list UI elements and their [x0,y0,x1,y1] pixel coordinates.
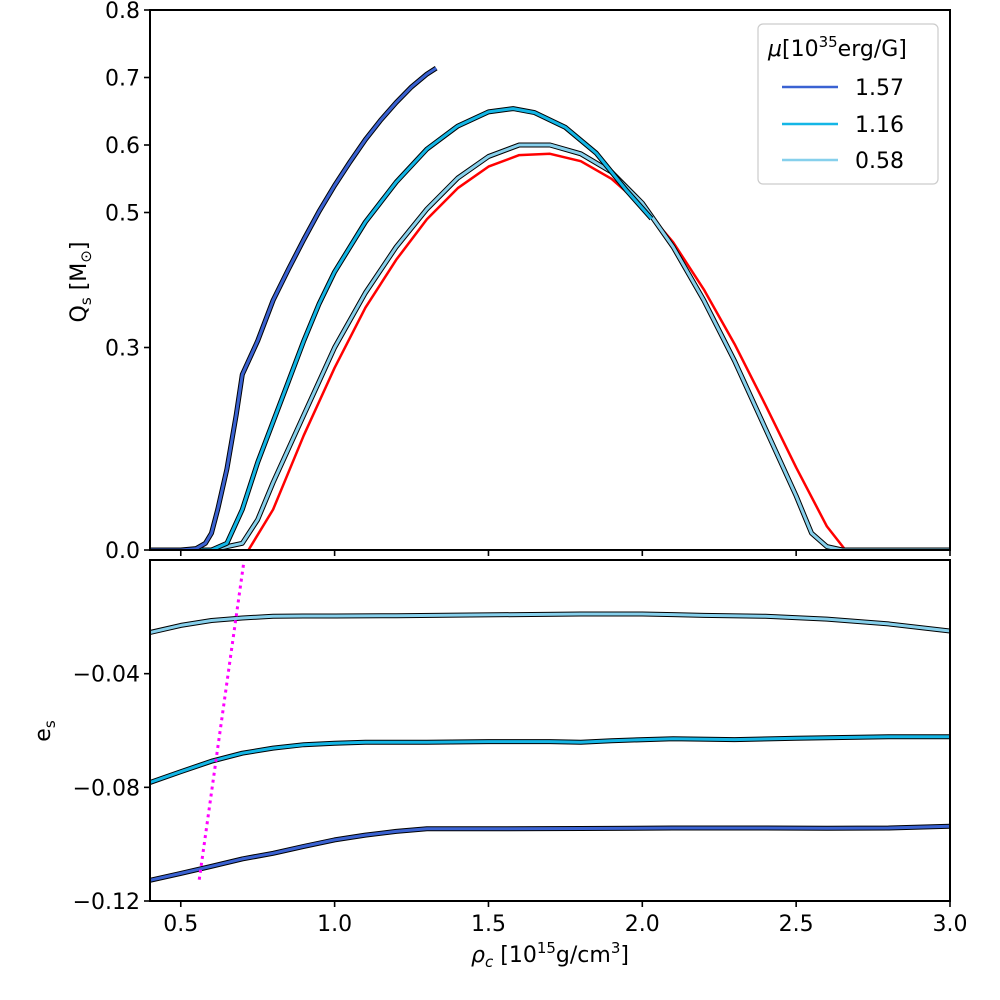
top-y-tick-label-4: 0.7 [105,67,140,92]
legend-title: μ[1035erg/G] [767,33,907,62]
top-series-line-1_57 [150,66,438,550]
bottom-y-axis-label: es [31,720,59,742]
legend-box [757,23,939,185]
bottom-y-tick-label-0: −0.12 [73,890,140,915]
bottom-x-ticks: 0.5 1.0 1.5 2.0 2.5 3.0 [163,901,968,937]
bottom-x-tick-label-0: 0.5 [163,912,198,937]
bottom-series-line-1_57 [150,824,950,882]
top-series-line-0_58 [150,143,950,550]
top-axes-frame [149,9,951,551]
bottom-series-group [150,560,950,883]
top-y-axis-label: Qs [M⊙] [67,242,95,323]
top-y-tick-label-0: 0.0 [105,539,140,564]
bottom-x-tick-label-1: 1.0 [317,912,352,937]
bottom-y-tick-label-1: −0.08 [73,776,140,801]
top-series-group [150,65,950,550]
legend: μ[1035erg/G] 1.57 1.16 0.58 [757,23,939,185]
top-y-tick-label-5: 0.8 [105,0,140,24]
top-y-tick-label-1: 0.3 [105,337,140,362]
legend-label-2: 1.16 [855,113,904,138]
top-y-ticks: 0.0 0.3 0.5 0.6 0.7 0.8 [105,0,150,564]
top-y-tick-label-3: 0.6 [105,134,140,159]
top-x-ticks [179,550,951,556]
bottom-axes-frame [149,559,951,902]
bottom-y-tick-label-2: −0.04 [73,663,140,688]
x-axis-label: ρc [1015g/cm3] [471,939,629,971]
top-series-line-1_16 [150,107,653,550]
bottom-series-line-1_16 [150,735,950,784]
legend-label-3: 0.58 [855,149,904,174]
legend-label-1: 1.57 [855,76,904,101]
bottom-x-tick-label-3: 2.0 [625,912,660,937]
top-panel: 0.0 0.3 0.5 0.6 0.7 0.8 Qs [M⊙] μ[1035erg/G] … [67,0,951,564]
bottom-y-ticks: −0.12 −0.08 −0.04 [73,663,150,915]
top-y-tick-label-2: 0.5 [105,202,140,227]
bottom-panel: −0.12 −0.08 −0.04 0.5 1.0 1.5 2.0 2.5 3.0 es ρc… [31,559,968,971]
bottom-dotted-line [197,560,246,880]
bottom-series-line-0_58 [150,612,950,634]
bottom-x-tick-label-2: 1.5 [471,912,506,937]
bottom-x-tick-label-5: 3.0 [933,912,968,937]
top-series-line-red [247,152,950,550]
bottom-x-tick-label-4: 2.5 [779,912,814,937]
